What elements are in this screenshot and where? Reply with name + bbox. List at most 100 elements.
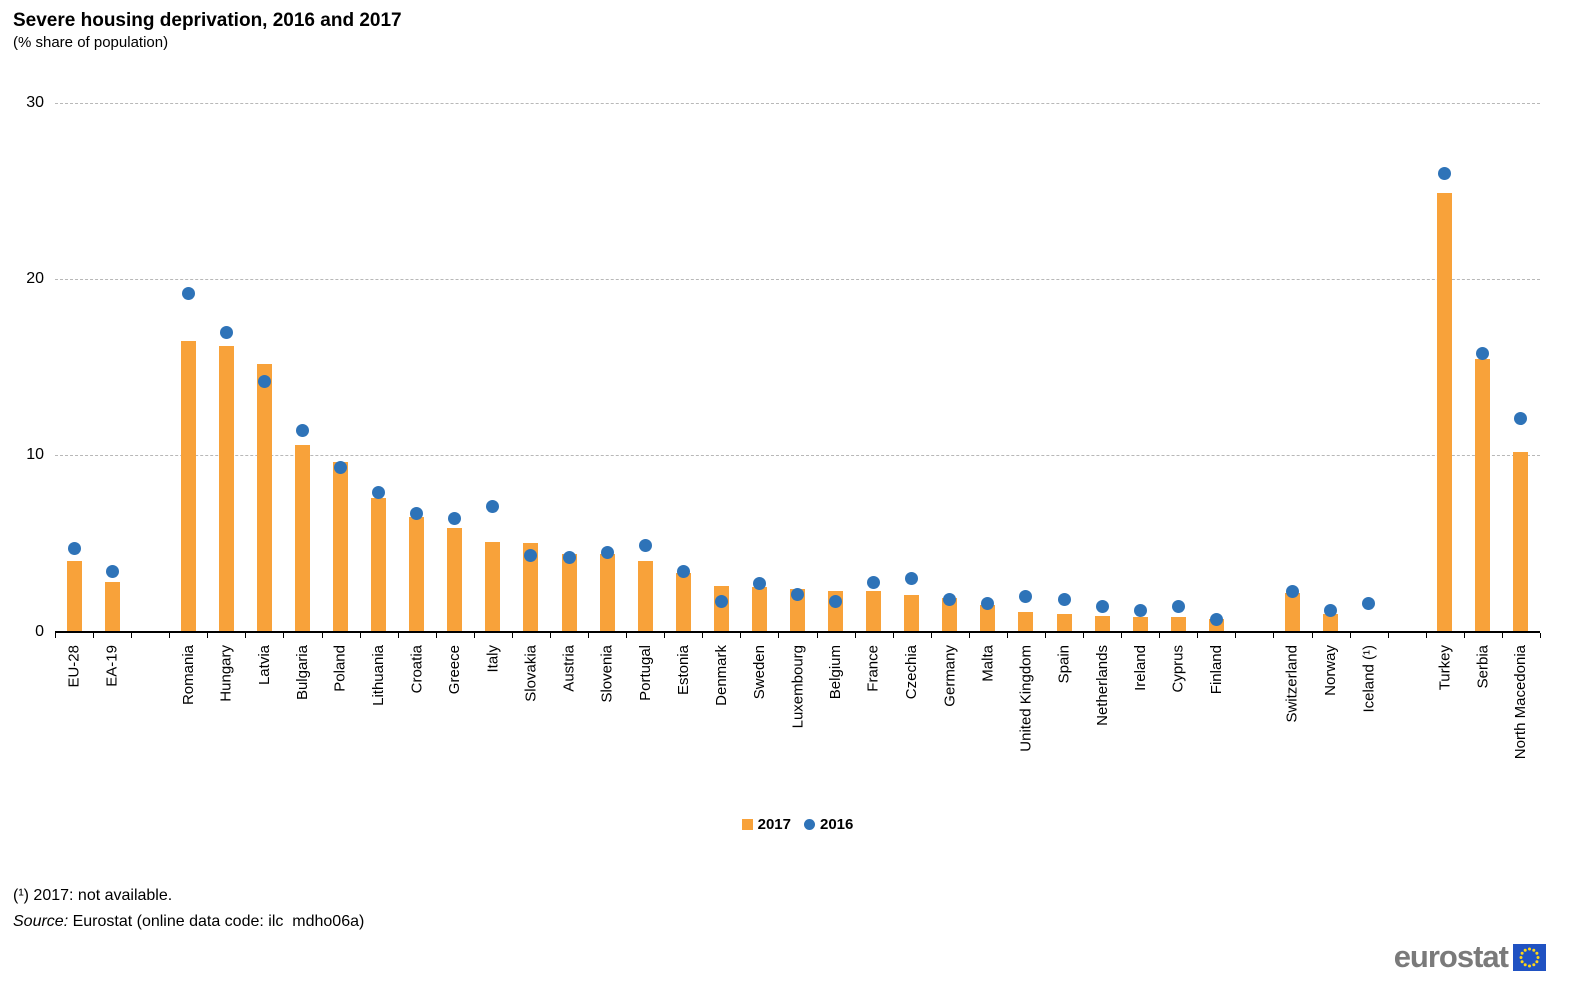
x-axis-label-text: North Macedonia <box>1512 645 1530 760</box>
dot-2016 <box>67 542 81 556</box>
axis-tick <box>968 632 970 638</box>
axis-tick <box>55 632 56 638</box>
axis-tick <box>435 632 437 638</box>
dot-2016 <box>372 485 386 499</box>
dot-2016 <box>334 461 348 475</box>
axis-tick <box>283 632 285 638</box>
bar-2017 <box>295 444 310 632</box>
bar-2017 <box>599 554 615 632</box>
bar-2017 <box>561 554 577 632</box>
legend-label-2016: 2016 <box>820 816 854 833</box>
bar-2017 <box>1513 451 1529 632</box>
bar-2017 <box>751 587 767 632</box>
bar-2017 <box>866 591 882 632</box>
axis-tick <box>626 632 628 638</box>
dot-2016 <box>448 512 462 526</box>
dot-2016 <box>1438 167 1452 181</box>
x-axis-label-text: Denmark <box>712 645 730 706</box>
bar-2017 <box>218 346 234 632</box>
x-axis-label-text: Croatia <box>408 645 426 694</box>
axis-tick <box>1273 632 1275 638</box>
bar-2017 <box>942 598 958 632</box>
x-axis-label-text: Sweden <box>750 645 768 700</box>
dot-2016 <box>410 507 424 521</box>
axis-tick <box>1006 632 1008 638</box>
gridline-10 <box>55 454 1540 456</box>
axis-tick <box>1463 632 1465 638</box>
bar-2017 <box>409 517 425 632</box>
eu-flag-icon <box>1513 943 1546 971</box>
bar-2017 <box>104 582 120 632</box>
dot-2016 <box>676 565 690 579</box>
axis-tick <box>1045 632 1046 638</box>
x-axis-label-text: Greece <box>446 645 464 695</box>
axis-tick <box>1121 632 1123 638</box>
bar-2017 <box>1475 358 1491 632</box>
bar-2017 <box>1056 613 1072 632</box>
axis-tick <box>816 632 818 638</box>
x-axis-label-text: Ireland <box>1131 645 1149 691</box>
dot-2016 <box>638 538 652 552</box>
x-axis-label-text: Malta <box>979 645 997 682</box>
bar-2017 <box>485 541 501 632</box>
x-axis-label-text: Serbia <box>1474 645 1492 689</box>
bar-2017 <box>1132 617 1148 632</box>
chart-legend: 2017 2016 <box>55 816 1540 833</box>
x-axis-line <box>55 630 1540 633</box>
axis-tick <box>1387 632 1389 638</box>
x-axis-label-text: Iceland (¹) <box>1360 645 1378 713</box>
legend-square-2017-icon <box>741 819 753 830</box>
y-axis-label-20: 20 <box>26 270 44 288</box>
dot-2016 <box>1514 411 1528 425</box>
bar-2017 <box>637 561 653 632</box>
axis-tick <box>359 632 361 638</box>
bar-2017 <box>180 340 196 632</box>
axis-tick <box>664 632 666 638</box>
axis-tick <box>740 632 742 638</box>
dot-2016 <box>600 545 614 559</box>
bar-2017 <box>256 363 272 632</box>
dot-2016 <box>1209 612 1223 626</box>
eurostat-logo: eurostat <box>1394 940 1546 974</box>
axis-tick <box>778 632 780 638</box>
x-axis-label-text: Netherlands <box>1093 645 1111 726</box>
bar-2017 <box>1285 592 1300 632</box>
dot-2016 <box>105 565 119 579</box>
dot-2016 <box>1286 584 1299 598</box>
x-axis-label-text: Latvia <box>255 645 273 686</box>
axis-tick <box>550 632 551 638</box>
dot-2016 <box>257 374 271 388</box>
axis-tick <box>93 632 95 638</box>
axis-tick <box>207 632 209 638</box>
gridline-20 <box>55 278 1540 280</box>
axis-tick <box>245 632 247 638</box>
axis-tick <box>169 632 171 638</box>
dot-2016 <box>867 575 881 589</box>
x-axis-label-text: Norway <box>1322 645 1340 696</box>
dot-2016 <box>1362 596 1376 610</box>
bar-2017 <box>1018 612 1034 632</box>
axis-tick <box>321 632 323 638</box>
dot-2016 <box>1057 593 1071 607</box>
axis-tick <box>1235 632 1237 638</box>
x-axis-label-text: Poland <box>332 645 350 692</box>
x-axis-label-text: Spain <box>1055 645 1073 684</box>
x-axis-label-text: Belgium <box>827 645 845 700</box>
dot-2016 <box>524 549 538 563</box>
x-axis-label-text: United Kingdom <box>1017 645 1035 752</box>
axis-tick <box>511 632 513 638</box>
dot-2016 <box>981 596 995 610</box>
bar-2017 <box>904 594 920 632</box>
dot-2016 <box>1171 600 1185 614</box>
dot-2016 <box>905 572 919 586</box>
dot-2016 <box>791 588 804 602</box>
x-axis-label-text: Estonia <box>674 645 692 696</box>
page-title: Severe housing deprivation, 2016 and 201… <box>13 10 402 31</box>
dot-2016 <box>943 593 957 607</box>
bar-2017 <box>1323 613 1339 632</box>
axis-tick <box>1349 632 1351 638</box>
axis-tick <box>1540 632 1541 638</box>
y-axis-label-10: 10 <box>26 446 44 464</box>
bar-2017 <box>523 543 539 632</box>
